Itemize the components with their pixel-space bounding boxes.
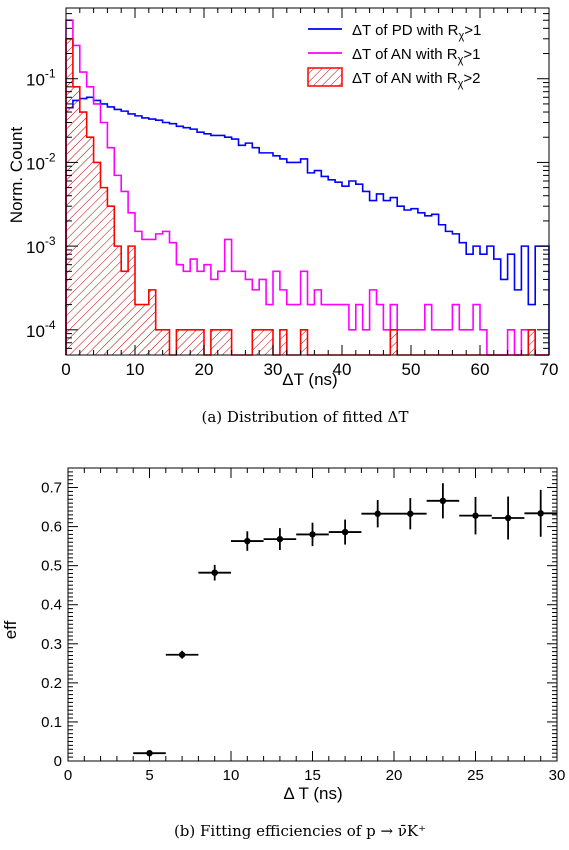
y-tick-label: 10-1 [26, 67, 56, 90]
histogram-fill-2 [66, 38, 549, 356]
y-tick-label: 0.2 [41, 675, 62, 692]
x-tick-label: 30 [264, 360, 283, 379]
y-tick-label: 10-3 [26, 234, 56, 257]
y-tick-label: 10-2 [26, 150, 56, 173]
legend-swatch-2 [307, 67, 343, 87]
x-tick-label: 60 [471, 360, 490, 379]
y-tick-label: 10-4 [26, 318, 56, 341]
legend-label-1: ΔT of AN with Rχ>1 [352, 46, 481, 66]
y-tick-label: 0.6 [41, 519, 62, 536]
x-tick-label: 5 [145, 767, 153, 784]
histogram-series-1 [65, 19, 549, 356]
x-tick-label: 70 [540, 360, 559, 379]
x-axis-label: ΔT (ns) [282, 370, 337, 389]
data-point [472, 512, 479, 519]
y-tick-label: 0 [54, 753, 62, 770]
x-tick-label: 10 [126, 360, 145, 379]
plot-frame [67, 467, 558, 762]
x-tick-label: 20 [386, 767, 403, 784]
y-tick-label: 0.7 [41, 480, 62, 497]
y-tick-label: 0.5 [41, 558, 62, 575]
data-point [309, 531, 316, 538]
x-tick-label: 40 [333, 360, 352, 379]
x-tick-label: 10 [223, 767, 240, 784]
data-point [211, 569, 218, 576]
caption-a: (a) Distribution of fitted ΔT [202, 408, 409, 426]
data-point [374, 510, 381, 517]
y-tick-label: 0.3 [41, 636, 62, 653]
data-point [407, 510, 414, 517]
data-point [504, 514, 512, 522]
x-tick-label: 0 [61, 360, 70, 379]
data-point [439, 497, 447, 505]
x-tick-label: 30 [549, 767, 566, 784]
data-point [537, 510, 544, 517]
y-tick-label: 0.4 [41, 597, 62, 614]
y-axis-label: eff [1, 620, 20, 639]
x-tick-label: 50 [402, 360, 421, 379]
x-tick-label: 25 [467, 767, 484, 784]
data-point [178, 651, 186, 658]
data-point [276, 535, 284, 543]
histogram-series-0 [65, 96, 550, 355]
y-tick-label: 0.1 [41, 714, 62, 731]
data-point [146, 749, 153, 757]
x-tick-label: 15 [304, 767, 321, 784]
x-axis-label: Δ T (ns) [283, 784, 342, 803]
caption-b: (b) Fitting efficiencies of p → ν̄K⁺ [174, 822, 426, 840]
x-tick-label: 20 [195, 360, 214, 379]
data-point [341, 528, 349, 536]
chart-a: 0 10 20 30 40 50 60 70 10-1 10-2 10-3 10-4 ΔT (ns) No… [7, 7, 559, 389]
legend-label-2: ΔT of AN with Rχ>2 [352, 70, 481, 90]
data-point [244, 537, 251, 545]
chart-b: 0 5 10 15 20 25 30 0 0.1 0.2 0.3 0.4 0.5 0.6 0.7 Δ T (n… [1, 467, 566, 803]
y-axis-label: Norm. Count [7, 127, 26, 224]
plot-frame [65, 7, 550, 356]
legend-label-0: ΔT of PD with Rχ>1 [352, 22, 481, 42]
x-tick-label: 0 [64, 767, 72, 784]
